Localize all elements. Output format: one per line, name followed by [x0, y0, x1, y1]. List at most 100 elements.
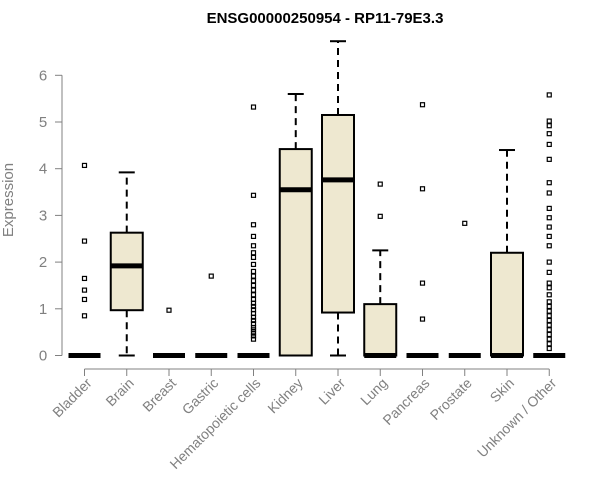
y-axis: 0 1 2 3 4 5 6 [39, 67, 63, 365]
outlier-point [419, 280, 426, 286]
outlier-point [546, 243, 552, 249]
outlier-point [81, 313, 88, 319]
box-group [68, 162, 101, 358]
outlier-point [250, 104, 257, 110]
box-group [153, 307, 185, 358]
outlier-point [546, 303, 552, 310]
outlier-point [546, 280, 552, 286]
outlier-point [250, 192, 257, 198]
outlier-point [250, 296, 257, 303]
outlier-point [546, 292, 552, 298]
outlier-point [250, 333, 257, 339]
x-tick-label: Lung [357, 375, 390, 408]
outlier-point [250, 254, 257, 261]
y-tick-label: 2 [39, 254, 47, 271]
boxes-layer [68, 40, 566, 358]
y-tick-label: 5 [39, 114, 47, 131]
x-tick-label: Skin [487, 375, 518, 406]
outlier-point [250, 273, 257, 279]
outlier-point [250, 233, 257, 240]
box-group [406, 102, 439, 358]
x-tick-label: Brain [102, 375, 136, 409]
x-tick-label: Unknown / Other [474, 375, 560, 461]
outlier-point [81, 296, 88, 303]
outlier-point [250, 292, 257, 298]
outlier-point [546, 141, 552, 148]
outlier-point [250, 250, 257, 256]
outlier-point [546, 224, 552, 230]
outlier-point [546, 341, 552, 347]
outlier-point [419, 102, 426, 108]
outlier-point [419, 316, 426, 322]
outlier-point [250, 282, 257, 289]
box-group [109, 171, 144, 357]
outlier-point [81, 162, 88, 169]
box-group [363, 181, 398, 358]
outlier-point [377, 181, 383, 187]
y-tick-label: 3 [39, 207, 47, 224]
outlier-point [546, 345, 552, 352]
outlier-point [546, 118, 552, 124]
outlier-point [250, 278, 257, 284]
outlier-point [546, 331, 552, 338]
outlier-point [250, 317, 257, 324]
outlier-point [377, 213, 383, 219]
box-group [448, 220, 481, 358]
outlier-point [546, 259, 552, 265]
outlier-point [81, 275, 88, 282]
outlier-point [250, 268, 257, 275]
x-tick-label: Breast [139, 375, 179, 415]
outlier-point [250, 336, 257, 342]
box-iqr [109, 231, 144, 312]
outlier-point [546, 233, 552, 240]
box-group [237, 104, 270, 358]
outlier-point [546, 313, 552, 319]
box-iqr [363, 303, 398, 357]
box-group [533, 92, 566, 358]
outlier-point [546, 123, 552, 129]
y-tick-label: 6 [39, 67, 47, 84]
outlier-point [250, 287, 257, 293]
outlier-point [546, 322, 552, 328]
box-group [195, 273, 228, 358]
outlier-point [81, 287, 88, 293]
outlier-point [419, 186, 426, 192]
x-tick-label: Prostate [427, 375, 475, 423]
outlier-point [546, 336, 552, 342]
x-tick-label: Bladder [49, 375, 95, 421]
y-tick-label: 0 [39, 348, 47, 365]
box-iqr [490, 251, 524, 357]
chart-title: ENSG00000250954 - RP11-79E3.3 [207, 10, 444, 27]
box-iqr [321, 113, 355, 314]
outlier-point [546, 92, 552, 98]
outlier-point [208, 273, 214, 279]
outlier-point [546, 205, 552, 211]
outlier-point [250, 307, 257, 313]
y-tick-label: 1 [39, 301, 47, 318]
box-group [321, 40, 355, 357]
outlier-point [546, 269, 552, 275]
outlier-point [166, 307, 172, 313]
outlier-point [250, 243, 257, 249]
y-axis-label: Expression [0, 163, 17, 237]
outlier-point [250, 261, 257, 268]
outlier-point [546, 156, 552, 162]
outlier-point [546, 131, 552, 137]
outlier-point [546, 299, 552, 305]
outlier-point [250, 321, 257, 327]
outlier-point [546, 285, 552, 291]
outlier-point [546, 180, 552, 186]
y-tick-label: 4 [39, 161, 47, 178]
x-tick-label: Liver [315, 375, 348, 408]
outlier-point [250, 222, 257, 228]
box-iqr [278, 148, 313, 357]
x-tick-label: Pancreas [379, 375, 432, 428]
outlier-point [546, 190, 552, 196]
x-tick-label: Kidney [264, 375, 306, 417]
outlier-point [81, 238, 88, 244]
box-group [490, 149, 524, 358]
box-group [278, 92, 313, 357]
outlier-point [546, 317, 552, 324]
